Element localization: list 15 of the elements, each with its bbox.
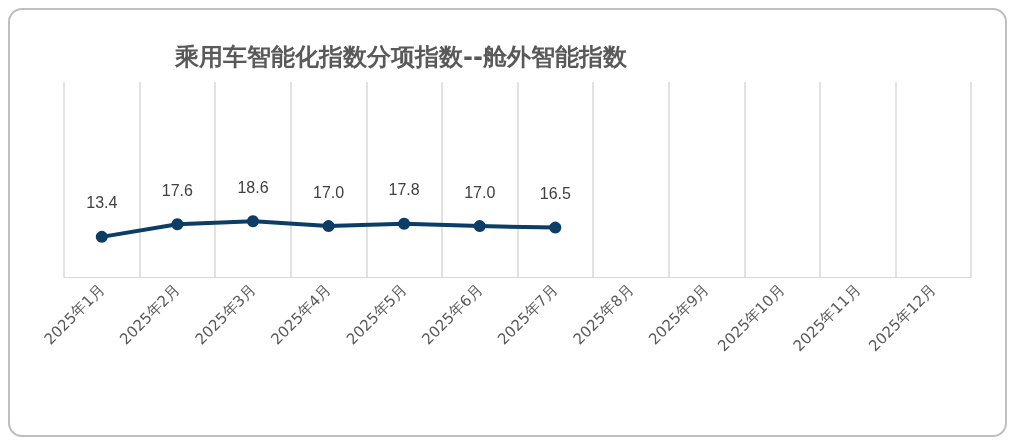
data-label: 16.5 [539,185,571,203]
chart-title: 乘用车智能化指数分项指数--舱外智能指数 [174,43,628,71]
point [246,215,259,228]
point [171,218,184,231]
data-label: 17.6 [161,181,194,199]
point [473,220,486,233]
point [322,220,335,233]
point [549,221,562,234]
data-label: 17.0 [312,183,345,201]
point [398,217,411,230]
data-label: 17.0 [464,183,496,201]
point [95,230,108,243]
data-label: 17.8 [388,181,420,199]
data-label: 13.4 [86,194,118,212]
data-label: 18.6 [237,178,269,196]
